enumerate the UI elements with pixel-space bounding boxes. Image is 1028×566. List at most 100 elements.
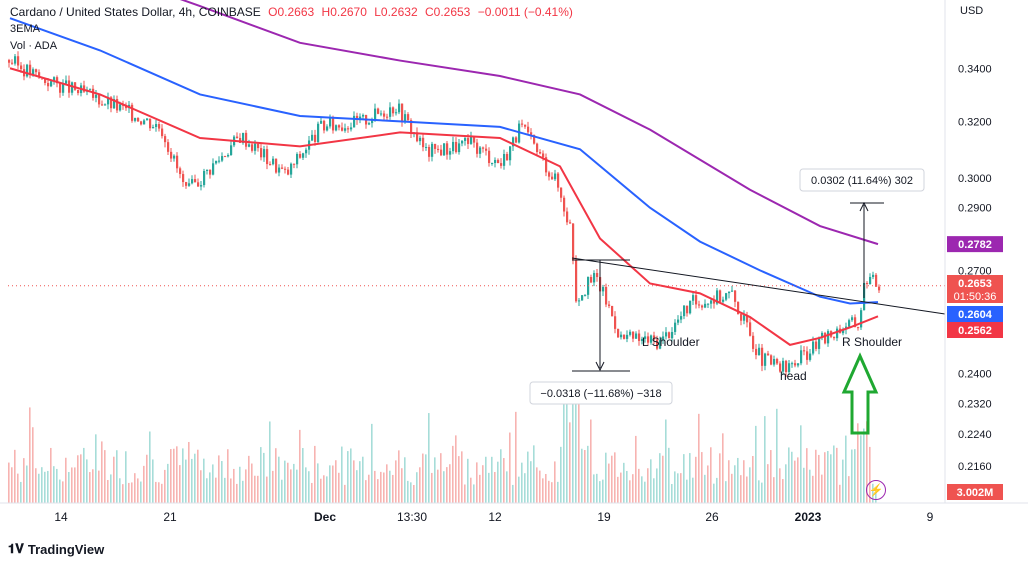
volume-bar — [749, 467, 751, 503]
volume-bar — [593, 474, 595, 503]
candle-body — [764, 353, 767, 366]
volume-bar — [44, 471, 46, 503]
change-value: −0.0011 (−0.41%) — [477, 5, 573, 19]
indicator-ema-label[interactable]: 3EMA — [10, 23, 40, 35]
price-label-bg — [947, 306, 1003, 322]
candle-body — [827, 331, 830, 344]
volume-bar — [626, 470, 628, 503]
candle-body — [482, 147, 485, 149]
candle-body — [776, 358, 779, 364]
candle-body — [704, 303, 707, 308]
candle-body — [494, 159, 497, 164]
candle-body — [44, 77, 47, 83]
candle-body — [851, 317, 854, 321]
volume-bar — [461, 451, 463, 503]
symbol-title[interactable]: Cardano / United States Dollar, 4h, COIN… — [10, 5, 261, 19]
volume-bar — [272, 470, 274, 503]
volume-bar — [92, 469, 94, 503]
candle-body — [806, 351, 809, 360]
volume-bar — [437, 469, 439, 503]
volume-bar — [32, 427, 34, 503]
volume-bar — [512, 484, 514, 503]
price-label: 0.2562 — [958, 325, 992, 337]
volume-bar — [341, 446, 343, 503]
indicator-volume-label[interactable]: Vol · ADA — [10, 40, 58, 52]
candle-body — [686, 305, 689, 314]
volume-bar — [83, 447, 85, 503]
candle-body — [125, 105, 128, 109]
volume-bar — [401, 468, 403, 503]
volume-bar — [407, 480, 409, 503]
volume-bar — [524, 473, 526, 503]
candle-body — [428, 147, 431, 157]
volume-bar — [419, 467, 421, 503]
candle-body — [8, 60, 11, 63]
volume-bar — [224, 477, 226, 503]
candle-body — [824, 332, 827, 344]
volume-bars — [8, 396, 877, 503]
candle-body — [203, 171, 206, 186]
volume-bar — [530, 461, 532, 503]
volume-bar — [590, 419, 592, 503]
volume-bar — [851, 449, 853, 503]
volume-bar — [650, 459, 652, 503]
candle-body — [665, 332, 668, 337]
volume-bar — [587, 445, 589, 503]
candle-body — [200, 185, 203, 187]
volume-bar — [299, 429, 301, 503]
volume-bar — [551, 482, 553, 503]
countdown-label: 01:50:36 — [954, 291, 997, 303]
volume-bar — [845, 435, 847, 503]
volume-bar — [47, 470, 49, 503]
volume-bar — [20, 481, 22, 503]
candle-body — [584, 294, 587, 296]
candle-body — [524, 124, 527, 127]
volume-bar — [74, 467, 76, 503]
x-tick-label: Dec — [314, 510, 336, 524]
candle-body — [197, 182, 200, 187]
candle-body — [716, 290, 719, 304]
volume-bar — [545, 473, 547, 503]
volume-bar — [857, 423, 859, 503]
volume-bar — [329, 465, 331, 503]
price-label-bg — [947, 275, 1003, 303]
volume-bar — [452, 445, 454, 503]
candle-body — [707, 303, 710, 305]
volume-bar — [200, 470, 202, 503]
volume-bar — [56, 468, 58, 503]
tradingview-logo[interactable]: 𝟏𝐕 TradingView — [8, 541, 104, 557]
volume-bar — [323, 475, 325, 503]
volume-bar — [764, 416, 766, 503]
candle-body — [407, 114, 410, 121]
volume-bar — [575, 396, 577, 503]
volume-bar — [476, 462, 478, 503]
volume-bar — [695, 456, 697, 503]
volume-bar — [788, 447, 790, 503]
candle-body — [593, 273, 596, 283]
candle-body — [113, 98, 116, 109]
volume-bar — [194, 453, 196, 503]
candle-body — [746, 315, 749, 323]
volume-bar — [425, 454, 427, 503]
volume-bar — [350, 448, 352, 503]
candle-body — [374, 108, 377, 120]
candle-body — [527, 126, 530, 133]
candle-body — [440, 149, 443, 156]
volume-bar — [659, 453, 661, 503]
candle-body — [461, 140, 464, 144]
volume-bar — [389, 470, 391, 503]
flash-icon[interactable]: ⚡ — [866, 480, 886, 500]
volume-bar — [164, 469, 166, 503]
low-value: L0.2632 — [374, 5, 418, 19]
candle-body — [737, 301, 740, 315]
candle-body — [866, 282, 869, 285]
candle-body — [857, 327, 860, 329]
candle-body — [401, 103, 404, 123]
volume-bar — [131, 482, 133, 503]
candle-body — [680, 316, 683, 320]
volume-bar — [560, 446, 562, 503]
volume-bar — [35, 468, 37, 503]
candle-body — [284, 168, 287, 170]
volume-bar — [263, 452, 265, 503]
